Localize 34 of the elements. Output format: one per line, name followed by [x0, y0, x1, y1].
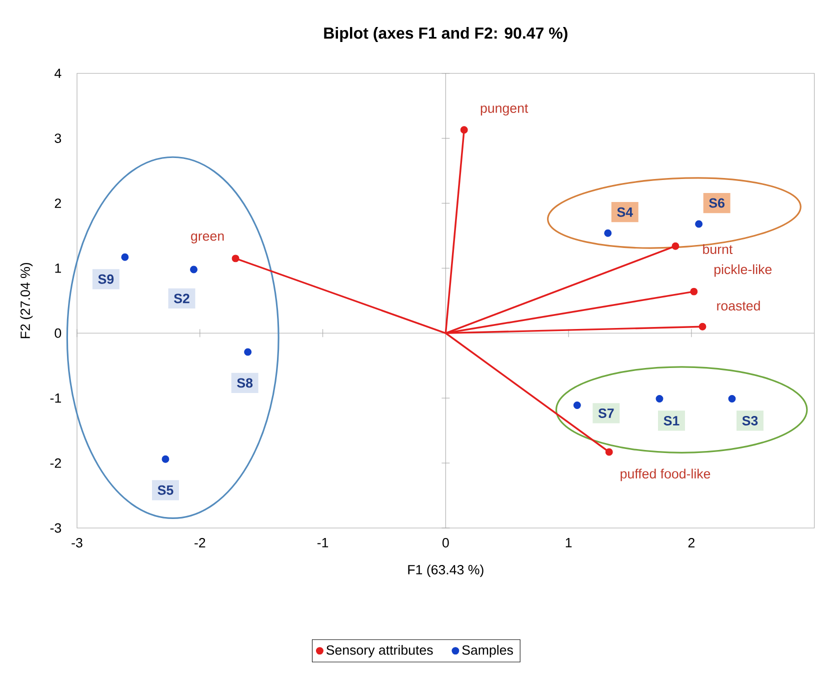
- y-axis-title: F2 (27.04 %): [20, 262, 33, 338]
- data-label: green: [191, 233, 224, 244]
- data-label: pungent: [480, 104, 528, 116]
- y-tick-label: -1: [50, 393, 61, 403]
- data-label: S3: [742, 416, 758, 426]
- x-tick-label: -1: [317, 538, 328, 548]
- data-label: S2: [174, 294, 190, 304]
- y-tick-label: 3: [54, 134, 62, 143]
- x-axis-title: F1 (63.43 %): [408, 564, 484, 578]
- y-tick-label: 4: [54, 68, 62, 78]
- data-label: S1: [664, 416, 680, 426]
- y-tick-label: 1: [55, 264, 61, 273]
- y-tick-label: 2: [54, 198, 61, 208]
- x-tick-label: -3: [72, 538, 82, 548]
- data-label: S5: [158, 485, 174, 495]
- y-tick-label: -2: [50, 458, 61, 468]
- y-tick-label: -3: [50, 523, 62, 533]
- chart-title: Biplot (axes F1 and F2: 90.47 %): [324, 27, 568, 42]
- data-label: pickle-like: [714, 264, 772, 277]
- data-label: burnt: [703, 244, 733, 254]
- data-label: roasted: [717, 300, 760, 311]
- data-label: S8: [237, 378, 253, 388]
- x-tick-label: 1: [566, 538, 572, 548]
- legend-label: Samples: [462, 644, 513, 658]
- y-tick-label: 0: [54, 328, 62, 338]
- x-tick-label: -2: [194, 538, 206, 548]
- x-tick-label: 0: [442, 538, 449, 548]
- legend-label: Sensory attributes: [326, 644, 433, 658]
- data-label: puffed food-like: [620, 468, 710, 482]
- data-label: S7: [598, 408, 614, 418]
- x-tick-label: 2: [688, 538, 694, 548]
- data-label: S4: [617, 207, 633, 217]
- data-label: S9: [98, 274, 114, 284]
- data-label: S6: [709, 198, 724, 208]
